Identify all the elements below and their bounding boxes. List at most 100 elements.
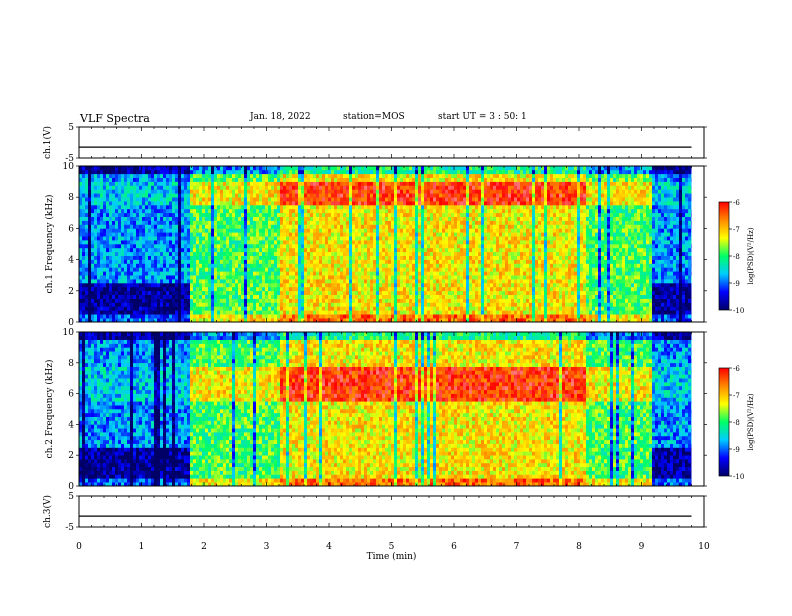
spectrogram-cell bbox=[376, 209, 379, 213]
spectrogram-cell bbox=[409, 310, 412, 314]
spectrogram-cell bbox=[88, 228, 91, 232]
spectrogram-cell bbox=[187, 182, 190, 186]
spectrogram-cell bbox=[430, 225, 433, 229]
spectrogram-cell bbox=[439, 205, 442, 209]
spectrogram-cell bbox=[91, 279, 94, 283]
spectrogram-cell bbox=[253, 221, 256, 225]
spectrogram-cell bbox=[334, 279, 337, 283]
spectrogram-cell bbox=[334, 303, 337, 307]
spectrogram-cell bbox=[283, 248, 286, 252]
spectrogram-cell bbox=[232, 225, 235, 229]
spectrogram-cell bbox=[88, 271, 91, 275]
spectrogram-cell bbox=[322, 299, 325, 303]
spectrogram-cell bbox=[346, 252, 349, 256]
spectrogram-cell bbox=[172, 240, 175, 244]
spectrogram-cell bbox=[358, 193, 361, 197]
spectrogram-cell bbox=[226, 205, 229, 209]
spectrogram-cell bbox=[106, 193, 109, 197]
spectrogram-cell bbox=[217, 221, 220, 225]
spectrogram-cell bbox=[337, 217, 340, 221]
spectrogram-cell bbox=[178, 291, 181, 295]
spectrogram-cell bbox=[115, 189, 118, 193]
spectrogram-cell bbox=[262, 182, 265, 186]
spectrogram-cell bbox=[346, 291, 349, 295]
spectrogram-cell bbox=[373, 178, 376, 182]
spectrogram-cell bbox=[304, 178, 307, 182]
spectrogram-cell bbox=[349, 291, 352, 295]
spectrogram-cell bbox=[364, 295, 367, 299]
spectrogram-cell bbox=[322, 225, 325, 229]
spectrogram-cell bbox=[142, 201, 145, 205]
spectrogram-cell bbox=[370, 256, 373, 260]
spectrogram-cell bbox=[292, 267, 295, 271]
spectrogram-cell bbox=[397, 267, 400, 271]
spectrogram-cell bbox=[274, 209, 277, 213]
spectrogram-cell bbox=[136, 225, 139, 229]
spectrogram-cell bbox=[145, 236, 148, 240]
spectrogram-cell bbox=[355, 271, 358, 275]
spectrogram-cell bbox=[82, 186, 85, 190]
spectrogram-cell bbox=[304, 264, 307, 268]
spectrogram-cell bbox=[118, 174, 121, 178]
spectrogram-cell bbox=[262, 174, 265, 178]
spectrogram-cell bbox=[247, 303, 250, 307]
spectrogram-cell bbox=[91, 267, 94, 271]
spectrogram-cell bbox=[340, 213, 343, 217]
spectrogram-cell bbox=[133, 170, 136, 174]
spectrogram-cell bbox=[442, 314, 445, 318]
spectrogram-cell bbox=[232, 264, 235, 268]
spectrogram-cell bbox=[121, 197, 124, 201]
spectrogram-cell bbox=[178, 252, 181, 256]
spectrogram-cell bbox=[172, 248, 175, 252]
spectrogram-cell bbox=[196, 314, 199, 318]
spectrogram-cell bbox=[280, 314, 283, 318]
spectrogram-cell bbox=[271, 209, 274, 213]
spectrogram-cell bbox=[142, 310, 145, 314]
spectrogram-cell bbox=[208, 287, 211, 291]
spectrogram-cell bbox=[223, 248, 226, 252]
spectrogram-cell bbox=[202, 170, 205, 174]
spectrogram-cell bbox=[361, 260, 364, 264]
spectrogram-cell bbox=[178, 244, 181, 248]
spectrogram-cell bbox=[370, 186, 373, 190]
spectrogram-cell bbox=[106, 232, 109, 236]
spectrogram-cell bbox=[292, 217, 295, 221]
spectrogram-cell bbox=[298, 221, 301, 225]
spectrogram-cell bbox=[220, 228, 223, 232]
spectrogram-cell bbox=[127, 217, 130, 221]
spectrogram-cell bbox=[379, 275, 382, 279]
spectrogram-cell bbox=[289, 217, 292, 221]
spectrogram-cell bbox=[220, 260, 223, 264]
spectrogram-cell bbox=[310, 197, 313, 201]
spectrogram-cell bbox=[136, 279, 139, 283]
spectrogram-cell bbox=[334, 260, 337, 264]
spectrogram-cell bbox=[382, 248, 385, 252]
spectrogram-cell bbox=[190, 248, 193, 252]
spectrogram-cell bbox=[202, 193, 205, 197]
spectrogram-cell bbox=[100, 213, 103, 217]
spectrogram-cell bbox=[271, 232, 274, 236]
spectrogram-cell bbox=[304, 217, 307, 221]
spectrogram-cell bbox=[319, 197, 322, 201]
spectrogram-cell bbox=[385, 283, 388, 287]
spectrogram-cell bbox=[316, 267, 319, 271]
spectrogram-cell bbox=[127, 275, 130, 279]
spectrogram-cell bbox=[106, 252, 109, 256]
spectrogram-cell bbox=[256, 252, 259, 256]
spectrogram-cell bbox=[415, 236, 418, 240]
spectrogram-cell bbox=[91, 225, 94, 229]
spectrogram-cell bbox=[439, 174, 442, 178]
spectrogram-cell bbox=[103, 248, 106, 252]
spectrogram-cell bbox=[322, 248, 325, 252]
spectrogram-cell bbox=[337, 201, 340, 205]
spectrogram-cell bbox=[265, 178, 268, 182]
spectrogram-cell bbox=[436, 182, 439, 186]
spectrogram-cell bbox=[100, 248, 103, 252]
spectrogram-cell bbox=[259, 248, 262, 252]
spectrogram-cell bbox=[433, 232, 436, 236]
spectrogram-cell bbox=[442, 232, 445, 236]
spectrogram-cell bbox=[286, 217, 289, 221]
spectrogram-cell bbox=[229, 260, 232, 264]
spectrogram-cell bbox=[145, 205, 148, 209]
spectrogram-cell bbox=[343, 295, 346, 299]
